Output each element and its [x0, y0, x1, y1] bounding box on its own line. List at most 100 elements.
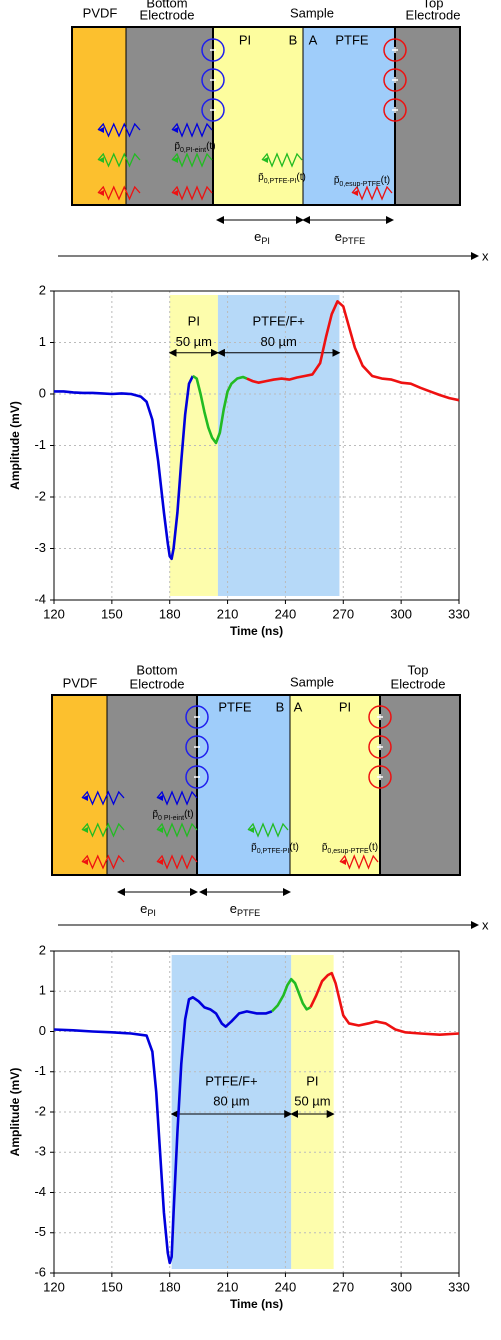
- layer-region: [395, 27, 460, 205]
- label-sub: PI: [147, 908, 156, 918]
- x-axis-label: x: [482, 917, 489, 932]
- layer-label: A: [294, 699, 303, 714]
- label-main: e: [335, 229, 342, 244]
- y-tick-label: -2: [34, 1103, 46, 1118]
- label: ePTFE: [230, 901, 260, 918]
- charge-circle: [201, 38, 225, 62]
- wave-arrow-head: [340, 859, 346, 865]
- y-tick-label: 2: [39, 942, 46, 957]
- label-main: p̃: [251, 842, 257, 853]
- wave-arrow-head: [248, 827, 254, 833]
- x-tick-label: 300: [390, 606, 412, 621]
- header-label: PVDF: [63, 675, 98, 690]
- label-main: p̃: [174, 141, 180, 152]
- label-tail: (t): [296, 172, 305, 183]
- data-line: [192, 374, 248, 445]
- wave-arrow-head: [82, 827, 88, 833]
- label-sub: 0,PTFE-PI: [257, 848, 290, 855]
- wave-arrow-head: [172, 157, 178, 163]
- label-sub: PTFE: [342, 236, 365, 246]
- label-sub: 0 PI-eint: [158, 815, 184, 822]
- wave-arrow: [171, 122, 213, 138]
- x-tick-label: 150: [101, 1279, 123, 1294]
- data-line: [246, 300, 460, 402]
- wave-arrow-head: [82, 795, 88, 801]
- label-main: p̃: [322, 842, 328, 853]
- wave-arrow: [247, 822, 289, 838]
- wave-arrow: [156, 822, 198, 838]
- charge-circle: [185, 765, 209, 789]
- header-label: Sample: [290, 5, 334, 20]
- label-sub: 0,esup-PTFE: [339, 181, 381, 188]
- plot-frame: [53, 290, 460, 601]
- header-label: Electrode: [130, 676, 185, 691]
- wave-arrow-head: [157, 795, 163, 801]
- region-width-label: 50 µm: [176, 334, 212, 349]
- label: p̃0,PI-eint(t): [174, 141, 215, 154]
- label: p̃0,esup-PTFE(t): [322, 842, 378, 855]
- label: ePTFE: [335, 229, 365, 246]
- header-label: Electrode: [140, 7, 195, 22]
- wave-arrow: [97, 122, 141, 138]
- x-tick-label: 180: [159, 1279, 181, 1294]
- layer-region: [303, 27, 395, 205]
- label-tail: (t): [184, 809, 193, 820]
- y-tick-label: 1: [39, 983, 46, 998]
- wave-arrow: [171, 185, 213, 201]
- charge-circle: [383, 68, 407, 92]
- charge-circle: [383, 38, 407, 62]
- layer-label: PI: [339, 699, 351, 714]
- x-axis-title: Time (ns): [230, 624, 283, 638]
- wave-arrow: [156, 854, 198, 870]
- charge-circle: [383, 98, 407, 122]
- label-tail: (t): [369, 842, 378, 853]
- wave-arrow: [261, 152, 303, 168]
- wave-arrow: [81, 822, 125, 838]
- label-sub: 0,PTFE-PI: [264, 178, 297, 185]
- label-main: e: [254, 229, 261, 244]
- label-main: e: [140, 901, 147, 916]
- charge-circle: [368, 735, 392, 759]
- x-tick-label: 150: [101, 606, 123, 621]
- wave-arrow: [339, 854, 379, 870]
- wave-arrow: [97, 185, 141, 201]
- layer-label: PTFE: [218, 699, 252, 714]
- y-tick-label: 0: [39, 385, 46, 400]
- charge-circle: [201, 98, 225, 122]
- data-line: [54, 375, 195, 561]
- layer-region: [290, 695, 380, 875]
- layer-region: [107, 695, 197, 875]
- header-label: Sample: [290, 674, 334, 689]
- plus-sign: [392, 47, 398, 53]
- plus-sign: [377, 774, 383, 780]
- charge-circle: [368, 765, 392, 789]
- x-tick-label: 330: [448, 1279, 470, 1294]
- data-line: [309, 971, 460, 1037]
- x-tick-label: 210: [217, 606, 239, 621]
- x-tick-label: 240: [275, 606, 297, 621]
- wave-arrow-head: [352, 190, 358, 196]
- plus-sign: [392, 107, 398, 113]
- plus-sign: [377, 714, 383, 720]
- y-tick-label: 2: [39, 282, 46, 297]
- region-label: PTFE/F+: [252, 313, 304, 328]
- y-tick-label: 0: [39, 1023, 46, 1038]
- label-tail: (t): [206, 141, 215, 152]
- plus-sign: [377, 744, 383, 750]
- charge-circle: [185, 735, 209, 759]
- label: p̃0,esup-PTFE(t): [334, 175, 390, 188]
- wave-arrow: [97, 152, 141, 168]
- wave-arrow: [156, 790, 198, 806]
- y-tick-label: 1: [39, 334, 46, 349]
- layer-region: [213, 27, 303, 205]
- layer-region: [52, 695, 107, 875]
- x-axis-label: x: [482, 248, 489, 263]
- label: p̃0,PTFE-PI(t): [258, 172, 306, 185]
- y-tick-label: -1: [34, 1063, 46, 1078]
- x-tick-label: 180: [159, 606, 181, 621]
- label: p̃0 PI-eint(t): [152, 809, 193, 822]
- region-width-label: 50 µm: [294, 1093, 330, 1108]
- label-sub: 0,esup-PTFE: [327, 848, 369, 855]
- header-label: Top: [423, 0, 444, 10]
